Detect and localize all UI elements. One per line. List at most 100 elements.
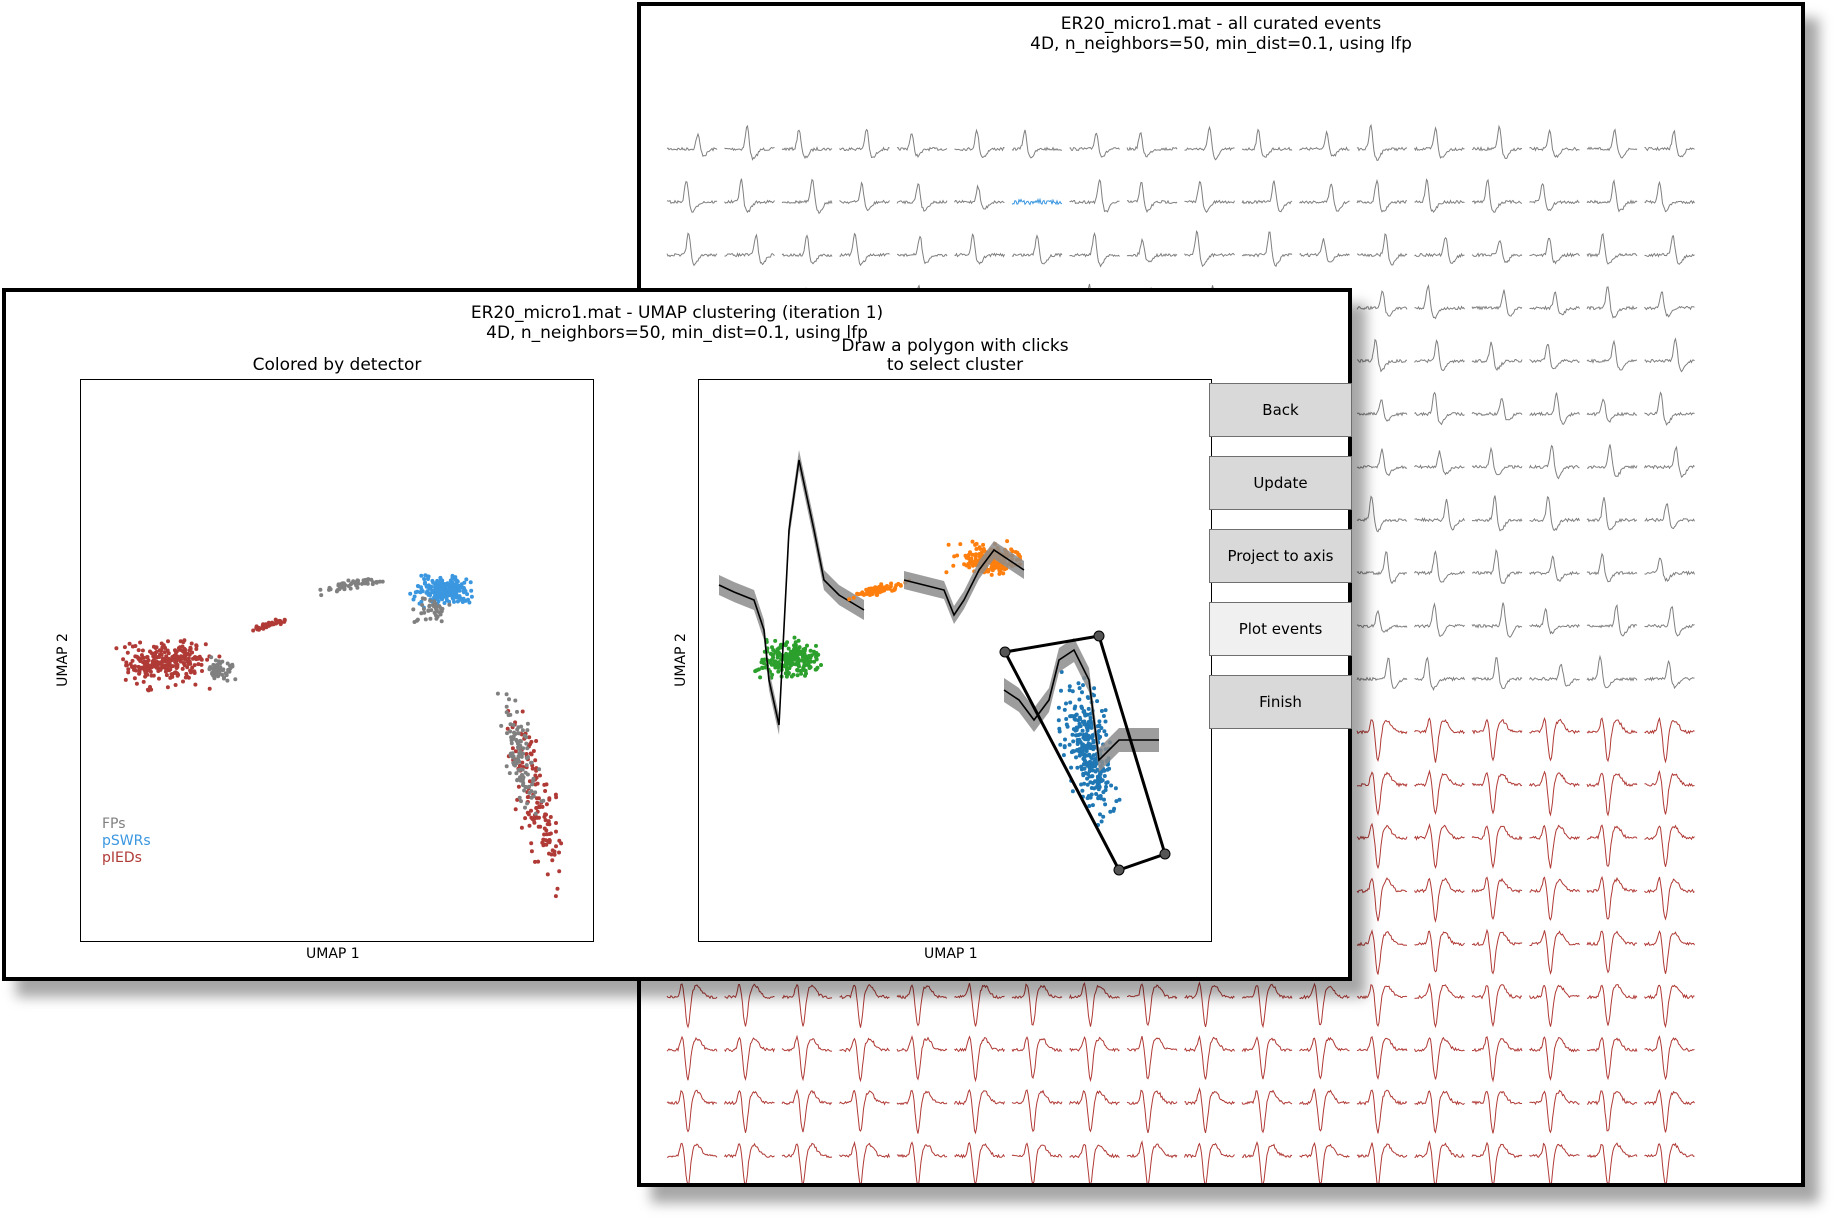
- scatter-point: [1064, 717, 1069, 721]
- polygon-vertex-handle[interactable]: [1159, 848, 1171, 860]
- scatter-point: [138, 640, 143, 645]
- event-trace: [1414, 498, 1465, 531]
- scatter-point: [509, 738, 514, 743]
- scatter-point: [137, 665, 142, 670]
- scatter-point: [542, 832, 547, 837]
- scatter-point: [552, 849, 557, 854]
- scatter-point: [196, 662, 201, 667]
- scatter-point: [533, 758, 538, 763]
- event-trace: [1586, 444, 1638, 477]
- event-trace: [1644, 291, 1695, 318]
- scatter-point: [533, 811, 538, 816]
- scatter-point: [421, 607, 426, 611]
- event-trace: [1356, 233, 1408, 266]
- scatter-point: [160, 656, 165, 661]
- event-trace: [1644, 180, 1695, 213]
- scatter-point: [536, 859, 541, 864]
- scatter-point: [127, 641, 132, 646]
- scatter-point: [1077, 715, 1082, 720]
- scatter-point: [1083, 759, 1088, 764]
- project-to-axis-button[interactable]: Project to axis: [1209, 529, 1352, 583]
- cluster-selection-svg[interactable]: [699, 380, 1211, 941]
- scatter-point: [777, 662, 782, 667]
- back-button[interactable]: Back: [1209, 383, 1352, 437]
- update-button[interactable]: Update: [1209, 456, 1352, 510]
- event-trace: [1644, 930, 1695, 974]
- scatter-point: [1080, 728, 1085, 733]
- scatter-point: [164, 673, 169, 678]
- scatter-point: [1087, 804, 1092, 808]
- scatter-point: [1056, 718, 1061, 723]
- scatter-point: [1111, 808, 1116, 813]
- event-trace: [839, 232, 890, 267]
- event-trace: [666, 983, 718, 1029]
- event-trace: [1184, 981, 1235, 1028]
- scatter-point: [520, 767, 525, 772]
- scatter-point: [879, 588, 884, 593]
- scatter-point: [530, 766, 535, 771]
- finish-button[interactable]: Finish: [1209, 675, 1352, 729]
- polygon-vertex-handle[interactable]: [999, 646, 1011, 658]
- scatter-point: [540, 840, 545, 845]
- event-trace: [781, 983, 833, 1027]
- cluster-selection-plot[interactable]: [698, 379, 1212, 942]
- event-trace: [1586, 1142, 1638, 1183]
- scatter-point: [1088, 718, 1093, 723]
- scatter-point: [145, 655, 150, 659]
- scatter-point: [534, 768, 539, 773]
- scatter-point: [1078, 732, 1083, 737]
- event-trace: [1241, 1035, 1293, 1080]
- scatter-point: [504, 710, 509, 715]
- scatter-point: [545, 872, 550, 877]
- event-trace: [1471, 1090, 1523, 1134]
- event-trace: [1471, 1141, 1523, 1183]
- scatter-point: [495, 691, 500, 696]
- scatter-point: [802, 648, 807, 653]
- plot-events-button[interactable]: Plot events: [1209, 602, 1352, 656]
- event-trace: [1127, 983, 1178, 1027]
- event-trace: [1356, 123, 1408, 161]
- scatter-point: [139, 653, 144, 658]
- scatter-point: [814, 655, 818, 660]
- scatter-point: [795, 651, 800, 656]
- event-trace: [1529, 930, 1580, 976]
- scatter-point: [1087, 774, 1092, 779]
- scatter-point: [1099, 819, 1104, 824]
- scatter-point: [537, 805, 542, 810]
- scatter-point: [778, 643, 783, 648]
- scatter-point: [525, 746, 530, 751]
- scatter-point: [1074, 755, 1078, 760]
- scatter-point: [1082, 711, 1087, 716]
- scatter-point: [508, 722, 513, 727]
- average-waveform-band: [1004, 638, 1159, 772]
- event-trace: [1356, 771, 1408, 817]
- scatter-point: [328, 587, 333, 592]
- scatter-point: [411, 597, 416, 602]
- scatter-point: [889, 581, 894, 586]
- event-trace: [1414, 339, 1465, 372]
- scatter-point: [215, 670, 220, 675]
- event-trace: [1356, 178, 1408, 213]
- event-trace: [1471, 602, 1523, 638]
- umap-window-title: ER20_micro1.mat - UMAP clustering (itera…: [470, 303, 884, 323]
- scatter-point: [803, 663, 807, 668]
- scatter-point: [169, 658, 174, 663]
- scatter-point: [142, 661, 147, 666]
- polygon-vertex-handle[interactable]: [1093, 630, 1105, 642]
- polygon-vertex-handle[interactable]: [1113, 864, 1125, 876]
- scatter-point: [986, 569, 991, 574]
- event-trace: [839, 1140, 890, 1183]
- event-trace: [724, 983, 775, 1027]
- event-trace: [954, 128, 1005, 159]
- scatter-point: [198, 656, 203, 661]
- scatter-point: [547, 822, 552, 827]
- scatter-point: [513, 698, 518, 703]
- scatter-point: [756, 667, 761, 672]
- scatter-point: [132, 665, 137, 669]
- scatter-point: [164, 654, 169, 659]
- scatter-point: [520, 777, 525, 782]
- events-window-title: ER20_micro1.mat - all curated events: [1060, 14, 1382, 34]
- scatter-point: [526, 755, 530, 760]
- scatter-point: [1083, 771, 1088, 776]
- scatter-point: [438, 584, 443, 589]
